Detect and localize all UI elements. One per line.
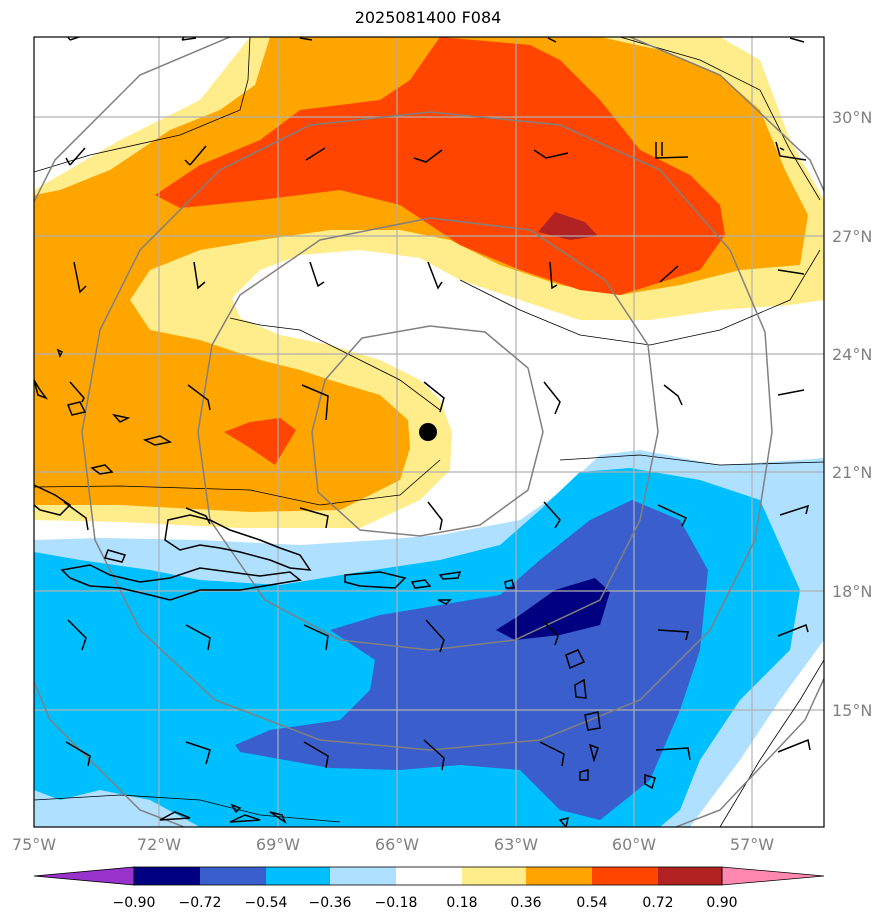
lat-label: 15°N bbox=[832, 701, 872, 720]
map-frame bbox=[33, 36, 825, 828]
colorbar-swatch bbox=[526, 867, 592, 885]
range-ring-1 bbox=[311, 325, 544, 537]
colorbar-swatch bbox=[396, 867, 462, 885]
lat-axis-labels: 30°N 27°N 24°N 21°N 18°N 15°N bbox=[832, 108, 872, 720]
colorbar-swatch bbox=[462, 867, 526, 885]
colorbar-extend-low bbox=[33, 866, 135, 886]
lon-axis-labels: 75°W 72°W 69°W 66°W 63°W 60°W 57°W bbox=[12, 835, 774, 854]
colorbar-swatch bbox=[592, 867, 658, 885]
colorbar-swatch bbox=[266, 867, 330, 885]
storm-center-marker bbox=[419, 423, 437, 441]
map-title: 2025081400 F084 bbox=[354, 8, 502, 27]
lon-label: 75°W bbox=[12, 835, 56, 854]
wind-barbs bbox=[63, 37, 811, 771]
range-ring-2 bbox=[197, 217, 659, 651]
coastlines bbox=[34, 348, 656, 827]
lon-label: 72°W bbox=[137, 835, 181, 854]
colorbar-swatch bbox=[200, 867, 266, 885]
range-rings bbox=[34, 37, 824, 827]
contour-lines bbox=[34, 37, 824, 827]
colorbar-tick-label: 0.90 bbox=[706, 895, 737, 911]
colorbar-tick-label: −0.90 bbox=[113, 895, 156, 911]
colorbar-tick-label: −0.36 bbox=[309, 895, 352, 911]
lon-label: 57°W bbox=[730, 835, 774, 854]
colorbar: −0.90 −0.72 −0.54 −0.36 −0.18 0.18 0.36 … bbox=[33, 866, 825, 911]
lon-label: 69°W bbox=[256, 835, 300, 854]
colorbar-swatch bbox=[134, 867, 200, 885]
colorbar-tick-label: −0.54 bbox=[245, 895, 288, 911]
colorbar-tick-label: 0.36 bbox=[510, 895, 541, 911]
colorbar-tick-label: −0.72 bbox=[179, 895, 222, 911]
lat-label: 24°N bbox=[832, 345, 872, 364]
lat-label: 30°N bbox=[832, 108, 872, 127]
colorbar-tick-label: −0.18 bbox=[375, 895, 418, 911]
lat-label: 21°N bbox=[832, 463, 872, 482]
colorbar-swatch bbox=[658, 867, 722, 885]
lat-label: 27°N bbox=[832, 227, 872, 246]
lon-label: 60°W bbox=[612, 835, 656, 854]
lon-label: 63°W bbox=[494, 835, 538, 854]
colorbar-tick-label: 0.72 bbox=[642, 895, 673, 911]
lon-label: 66°W bbox=[375, 835, 419, 854]
colorbar-extend-high bbox=[721, 866, 825, 886]
colorbar-tick-label: 0.54 bbox=[576, 895, 607, 911]
lat-label: 18°N bbox=[832, 582, 872, 601]
field-navy bbox=[496, 578, 610, 640]
map-area bbox=[34, 37, 824, 827]
colorbar-tick-label: 0.18 bbox=[446, 895, 477, 911]
field-dark-red bbox=[538, 212, 598, 240]
colorbar-swatch bbox=[330, 867, 396, 885]
range-ring-4 bbox=[34, 37, 824, 827]
graticule bbox=[34, 37, 824, 827]
range-ring-3 bbox=[81, 111, 773, 751]
